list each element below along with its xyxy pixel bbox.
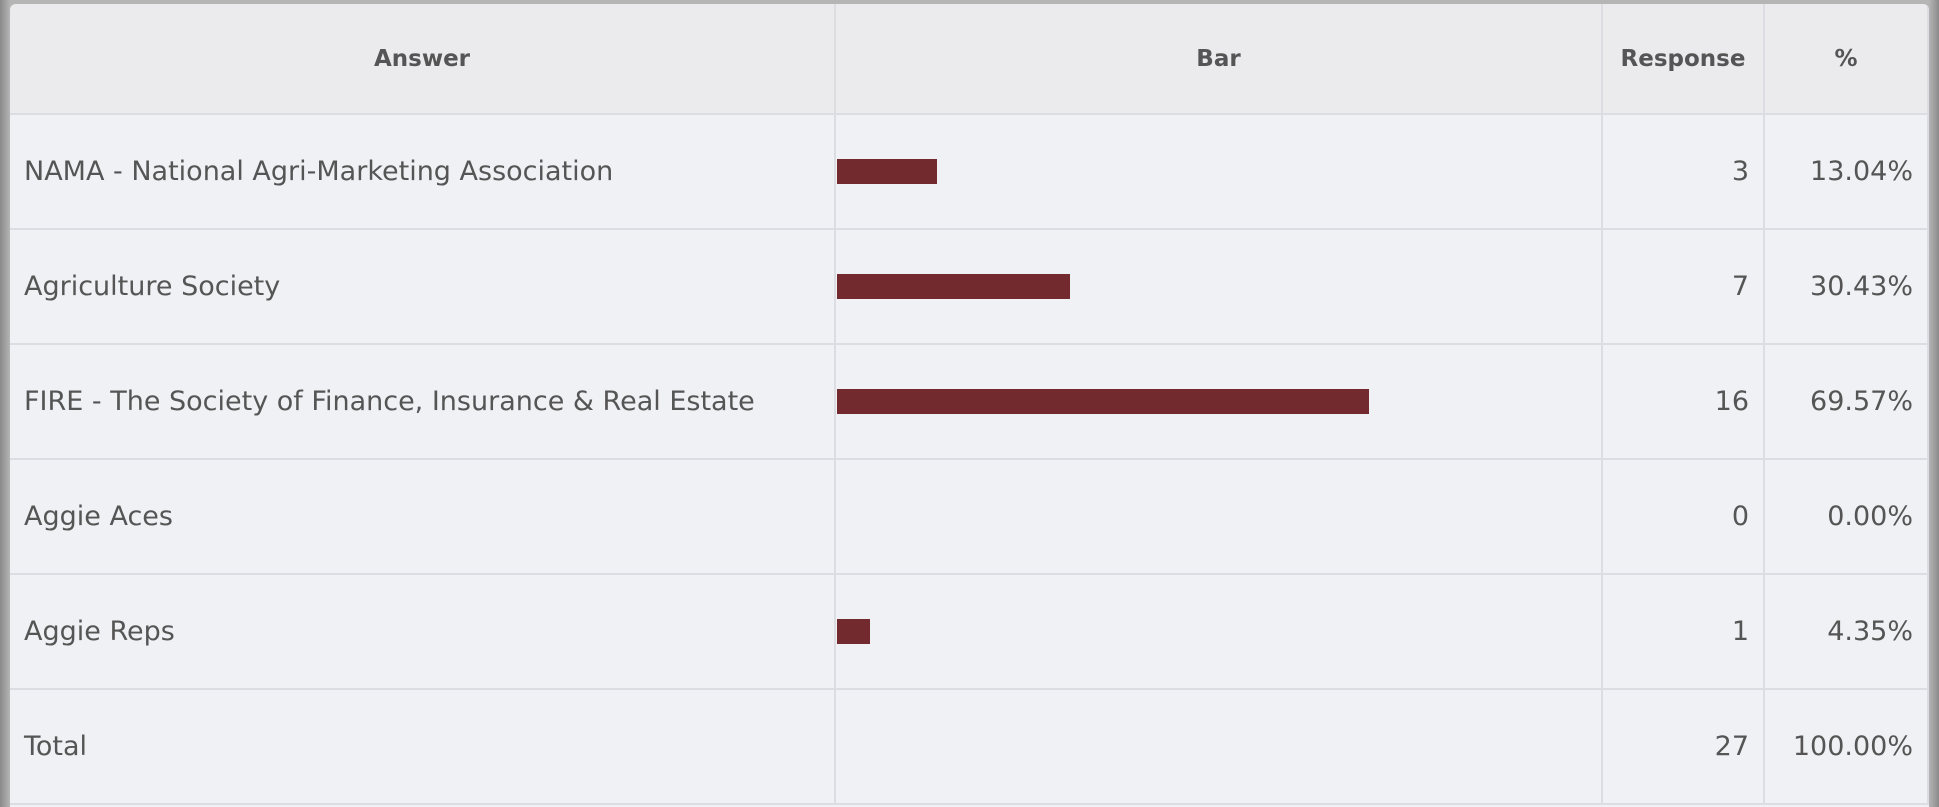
header-cell: Answer xyxy=(10,4,836,115)
bar xyxy=(837,618,871,644)
percent-cell: 30.43% xyxy=(1765,230,1929,345)
answer-cell: NAMA - National Agri-Marketing Associati… xyxy=(10,115,836,230)
bar-cell xyxy=(836,345,1603,460)
response-cell: 3 xyxy=(1603,115,1765,230)
response-cell: 0 xyxy=(1603,460,1765,575)
percent-cell: 4.35% xyxy=(1765,575,1929,690)
bar xyxy=(837,273,1070,299)
header-cell: Response xyxy=(1603,4,1765,115)
response-cell: 7 xyxy=(1603,230,1765,345)
bar-cell xyxy=(836,575,1603,690)
response-cell: 27 xyxy=(1603,690,1765,805)
bar-cell xyxy=(836,115,1603,230)
answer-cell: Aggie Reps xyxy=(10,575,836,690)
bar-cell xyxy=(836,230,1603,345)
bar xyxy=(837,158,937,184)
percent-cell: 13.04% xyxy=(1765,115,1929,230)
header-cell: % xyxy=(1765,4,1929,115)
results-table: Answer Bar Response% NAMA - National Agri-M… xyxy=(10,4,1929,807)
percent-cell: 0.00% xyxy=(1765,460,1929,575)
answer-cell: Aggie Aces xyxy=(10,460,836,575)
answer-cell: FIRE - The Society of Finance, Insurance… xyxy=(10,345,836,460)
bar-cell xyxy=(836,690,1603,805)
response-cell: 16 xyxy=(1603,345,1765,460)
percent-cell: 69.57% xyxy=(1765,345,1929,460)
bar xyxy=(837,388,1370,414)
percent-cell: 100.00% xyxy=(1765,690,1929,805)
answer-cell: Agriculture Society xyxy=(10,230,836,345)
header-cell: Bar xyxy=(836,4,1603,115)
response-cell: 1 xyxy=(1603,575,1765,690)
bar-cell xyxy=(836,460,1603,575)
answer-cell: Total xyxy=(10,690,836,805)
